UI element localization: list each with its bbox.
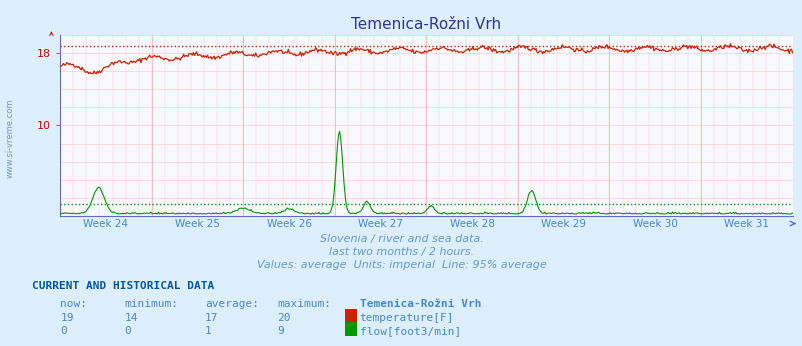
Text: 19: 19 (60, 313, 74, 323)
Text: temperature[F]: temperature[F] (359, 313, 454, 323)
Text: 1: 1 (205, 326, 211, 336)
Text: 17: 17 (205, 313, 218, 323)
Text: CURRENT AND HISTORICAL DATA: CURRENT AND HISTORICAL DATA (32, 281, 214, 291)
Text: 20: 20 (277, 313, 290, 323)
Title: Temenica-Rožni Vrh: Temenica-Rožni Vrh (351, 17, 500, 32)
Text: Temenica-Rožni Vrh: Temenica-Rožni Vrh (359, 299, 480, 309)
Text: www.si-vreme.com: www.si-vreme.com (6, 99, 15, 178)
Text: last two months / 2 hours.: last two months / 2 hours. (329, 247, 473, 257)
Text: 9: 9 (277, 326, 283, 336)
Text: minimum:: minimum: (124, 299, 178, 309)
Text: now:: now: (60, 299, 87, 309)
Text: Values: average  Units: imperial  Line: 95% average: Values: average Units: imperial Line: 95… (257, 261, 545, 271)
Text: 0: 0 (60, 326, 67, 336)
Text: 14: 14 (124, 313, 138, 323)
Text: flow[foot3/min]: flow[foot3/min] (359, 326, 460, 336)
Text: average:: average: (205, 299, 258, 309)
Text: maximum:: maximum: (277, 299, 330, 309)
Text: 0: 0 (124, 326, 131, 336)
Text: Slovenia / river and sea data.: Slovenia / river and sea data. (319, 234, 483, 244)
